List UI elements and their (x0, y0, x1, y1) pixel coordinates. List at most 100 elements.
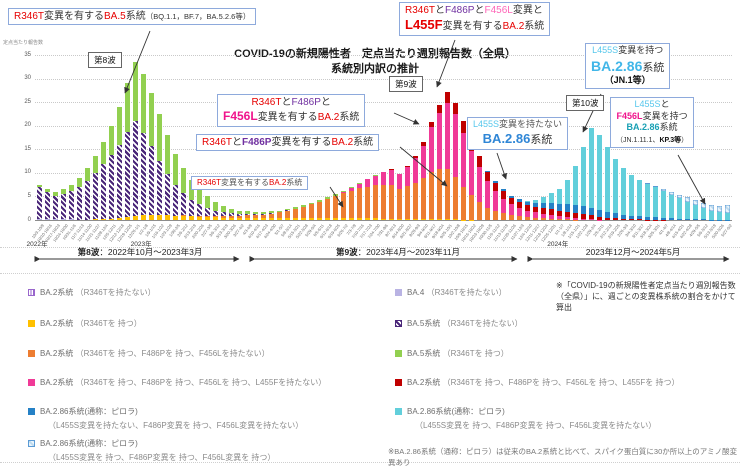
annotation-text: 系統 (659, 122, 678, 133)
bar-segment (356, 218, 362, 220)
bar-segment (260, 213, 266, 215)
bar-segment (517, 216, 523, 220)
bar-segment (92, 173, 98, 220)
bar-segment (501, 198, 507, 214)
bar-week-4/3-4/9 (244, 211, 250, 220)
bar-week-5/22-5/28 (300, 205, 306, 220)
bar-week-9/18-9/24 (437, 105, 443, 220)
bar-segment (629, 219, 635, 220)
bar-segment (717, 212, 723, 220)
bar-segment (148, 146, 154, 215)
legend-series-condition: （L455S変異を持たない、F486P変異を 持つ、F456L変異を持たない） (48, 421, 304, 430)
bar-segment (316, 200, 322, 202)
bar-week-4/17-4/23 (260, 212, 266, 220)
annot-ba2-r346t: R346T変異を有するBA.2系統 (191, 176, 309, 191)
bar-segment (661, 190, 667, 218)
bar-segment (421, 218, 427, 220)
bar-segment (236, 210, 242, 215)
bar-segment (397, 189, 403, 219)
annotation-text: 変異を有する (44, 11, 105, 22)
legend-series-condition: （R346Tを 持つ） (73, 319, 142, 328)
bar-week-12/18-12/24 (541, 197, 547, 220)
bar-segment (172, 215, 178, 220)
bar-segment (148, 92, 154, 147)
bar-segment (260, 214, 266, 219)
bar-segment (220, 216, 226, 218)
legend-item: BA.2系統 （R346Tを 持つ） (40, 319, 142, 329)
separator-line (0, 247, 740, 248)
bar-segment (573, 165, 579, 206)
legend-item: BA.4 （R346Tを持たない） (407, 288, 507, 298)
bar-segment (340, 190, 346, 192)
annotation-text: 系統 (125, 11, 146, 22)
bar-segment (461, 132, 467, 188)
wave-band-name: 第9波 (335, 247, 358, 257)
bar-segment (413, 158, 419, 183)
bar-segment (236, 217, 242, 220)
bar-segment (228, 208, 234, 214)
bar-segment (565, 204, 571, 212)
bar-week-12/12-12/18 (116, 106, 122, 220)
annotation-text: （JN.1.11.1、 (616, 137, 660, 145)
bar-segment (453, 219, 459, 220)
bar-week-1/29-2/4 (589, 128, 595, 220)
bar-segment (260, 218, 266, 220)
bar-segment (60, 194, 66, 220)
bar-segment (413, 182, 419, 219)
bar-segment (557, 203, 563, 211)
bar-week-10/10-10/16 (44, 189, 50, 220)
annot-ba286-jn1: L455S変異を持つ BA.2.86系統 （JN.1等） (585, 43, 671, 89)
bar-week-1/23-1/29 (164, 135, 170, 220)
bar-segment (156, 113, 162, 161)
bar-segment (212, 216, 218, 218)
bar-segment (573, 217, 579, 220)
bar-segment (405, 166, 411, 187)
legend-item: BA.2系統 （R346Tを 持つ、F486Pを 持つ、F456Lを 持つ、L4… (40, 378, 326, 388)
bar-week-5/6-5/12 (701, 203, 707, 220)
bar-segment (645, 183, 651, 185)
annotation-text: 系統 (530, 133, 553, 146)
bar-segment (509, 197, 515, 205)
legend-series-name: BA.4 (407, 288, 425, 297)
bar-segment (100, 219, 106, 220)
bar-segment (44, 218, 50, 220)
annotation-text: と (232, 137, 243, 148)
bar-segment (316, 218, 322, 220)
legend-swatch (28, 289, 35, 296)
annotation-text: と (660, 99, 670, 109)
bar-segment (429, 127, 435, 172)
bar-segment (397, 174, 403, 190)
bar-week-5/8-5/14 (284, 208, 290, 220)
bar-segment (244, 211, 250, 214)
bar-week-6/26-7/2 (340, 190, 346, 220)
bar-segment (629, 215, 635, 220)
bar-week-12/5-12/11 (108, 125, 114, 220)
bar-segment (212, 202, 218, 212)
bar-segment (164, 173, 170, 216)
bar-segment (709, 210, 715, 220)
bar-week-2/27-3/5 (204, 196, 210, 220)
bar-segment (533, 206, 539, 213)
legend-series-name: BA.2系統 (407, 378, 441, 387)
annot-ba286-no-l455s: L455S変異を持たない BA.2.86系統 (467, 117, 569, 150)
annot-ba2-f486p: R346TとF486P変異を有するBA.2系統 (196, 134, 380, 151)
bar-week-1/8-1/14 (565, 179, 571, 220)
bar-segment (525, 204, 531, 211)
bar-segment (188, 216, 194, 220)
bar-week-3/6-3/12 (212, 202, 218, 220)
bar-segment (421, 142, 427, 146)
bar-segment (621, 214, 627, 219)
annotation-text: BA.2.86 (626, 122, 660, 133)
annotation-text: 系統 (339, 112, 360, 123)
bar-segment (525, 210, 531, 218)
bar-segment (308, 203, 314, 205)
bar-segment (108, 154, 114, 219)
bar-segment (268, 213, 274, 219)
wave-band-label: 第9波：2023年4月〜2023年11月 (335, 247, 461, 257)
legend-series-condition: （R346Tを 持つ、F486Pを 持つ、F456Lを 持つ、L455Fを 持つ… (440, 378, 680, 387)
bar-segment (525, 201, 531, 205)
bar-segment (148, 214, 154, 220)
legend-swatch (28, 320, 35, 327)
bar-segment (324, 198, 330, 219)
